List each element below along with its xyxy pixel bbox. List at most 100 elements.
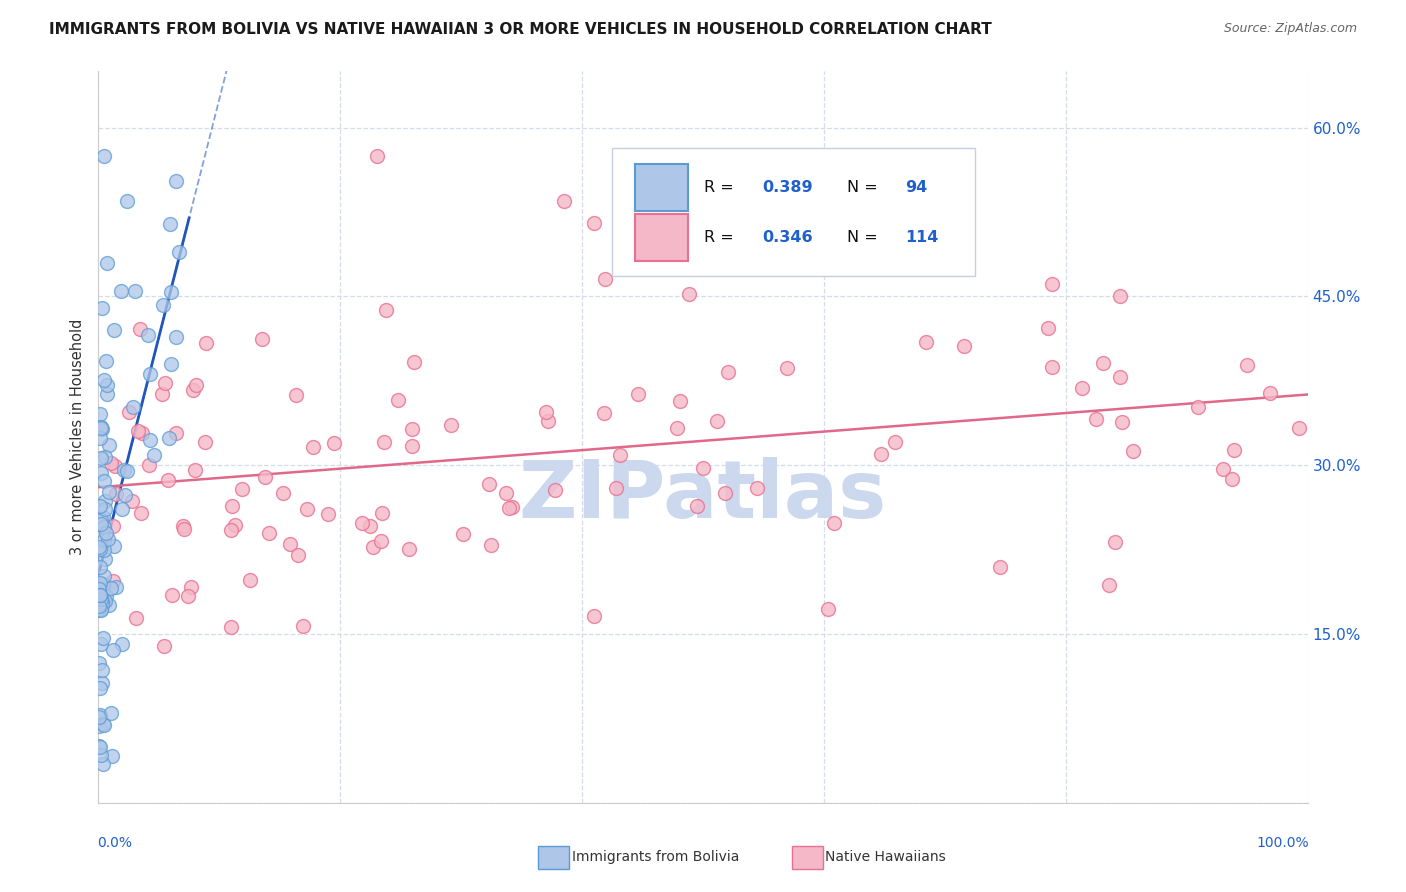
Text: IMMIGRANTS FROM BOLIVIA VS NATIVE HAWAIIAN 3 OR MORE VEHICLES IN HOUSEHOLD CORRE: IMMIGRANTS FROM BOLIVIA VS NATIVE HAWAII… [49,22,993,37]
Point [666,420,689,434]
Point [97,485,120,500]
Point [112,463,135,477]
Point [87,603,110,617]
Point [117,464,139,478]
FancyBboxPatch shape [636,214,689,260]
Point [136,327,159,342]
Point [817,602,839,616]
Point [221,499,243,513]
Point [93,373,115,387]
Point [534,405,557,419]
Text: 0.346: 0.346 [762,229,813,244]
Text: 0.0%: 0.0% [97,836,132,850]
Point [143,449,166,463]
Point [439,418,461,433]
Point [224,518,246,533]
Point [94,354,117,368]
Text: R =: R = [704,229,740,244]
Point [96,255,118,269]
Point [451,527,474,541]
Point [89,681,111,695]
Point [160,588,183,602]
Point [103,539,125,553]
Text: 94: 94 [905,179,927,194]
Point [90,592,112,607]
Point [93,717,115,731]
Text: Source: ZipAtlas.com: Source: ZipAtlas.com [1223,22,1357,36]
Point [253,469,276,483]
Point [195,335,218,350]
Text: Native Hawaiians: Native Hawaiians [825,850,946,864]
Point [655,239,678,253]
Point [285,388,308,402]
Point [91,577,114,591]
Point [93,520,115,534]
Point [184,463,207,477]
Point [498,501,520,516]
Point [593,272,616,286]
Point [93,593,115,607]
Point [870,447,893,461]
Point [1038,320,1060,334]
Point [775,361,797,376]
Point [90,663,112,677]
Point [292,619,315,633]
Point [87,599,110,613]
Point [537,414,560,428]
Point [553,194,575,208]
Point [129,506,152,520]
Point [100,706,122,720]
Point [477,477,499,491]
Point [370,534,392,549]
Point [745,481,768,495]
Point [302,441,325,455]
Point [318,507,340,521]
Point [90,513,112,527]
Point [609,448,631,462]
Point [150,387,173,401]
Point [1122,444,1144,458]
Point [153,639,176,653]
Point [159,218,181,232]
Point [177,590,200,604]
Point [93,533,115,548]
Point [823,516,845,531]
Point [104,459,127,474]
Point [89,707,111,722]
Point [100,456,122,470]
Point [219,524,242,538]
Point [91,631,114,645]
Point [93,149,115,163]
Point [90,467,112,481]
Point [110,284,132,298]
Point [194,435,217,450]
Point [89,408,111,422]
Point [87,596,110,610]
Point [105,486,128,500]
Point [89,559,111,574]
FancyBboxPatch shape [613,148,976,277]
Point [90,747,112,762]
Point [1236,358,1258,372]
Point [401,422,423,436]
Point [93,542,115,557]
Point [404,355,426,369]
Point [125,610,148,624]
Point [91,510,114,524]
Point [90,420,112,434]
Point [1084,412,1107,426]
Point [1040,277,1063,291]
Point [180,580,202,594]
Text: 0.389: 0.389 [762,179,813,194]
Point [138,367,160,381]
Point [89,576,111,591]
Point [686,499,709,513]
Point [257,525,280,540]
Point [501,500,523,514]
Point [706,414,728,428]
Point [94,589,117,603]
Text: Immigrants from Bolivia: Immigrants from Bolivia [572,850,740,864]
Point [111,502,134,516]
Point [605,481,627,495]
Point [1091,356,1114,370]
